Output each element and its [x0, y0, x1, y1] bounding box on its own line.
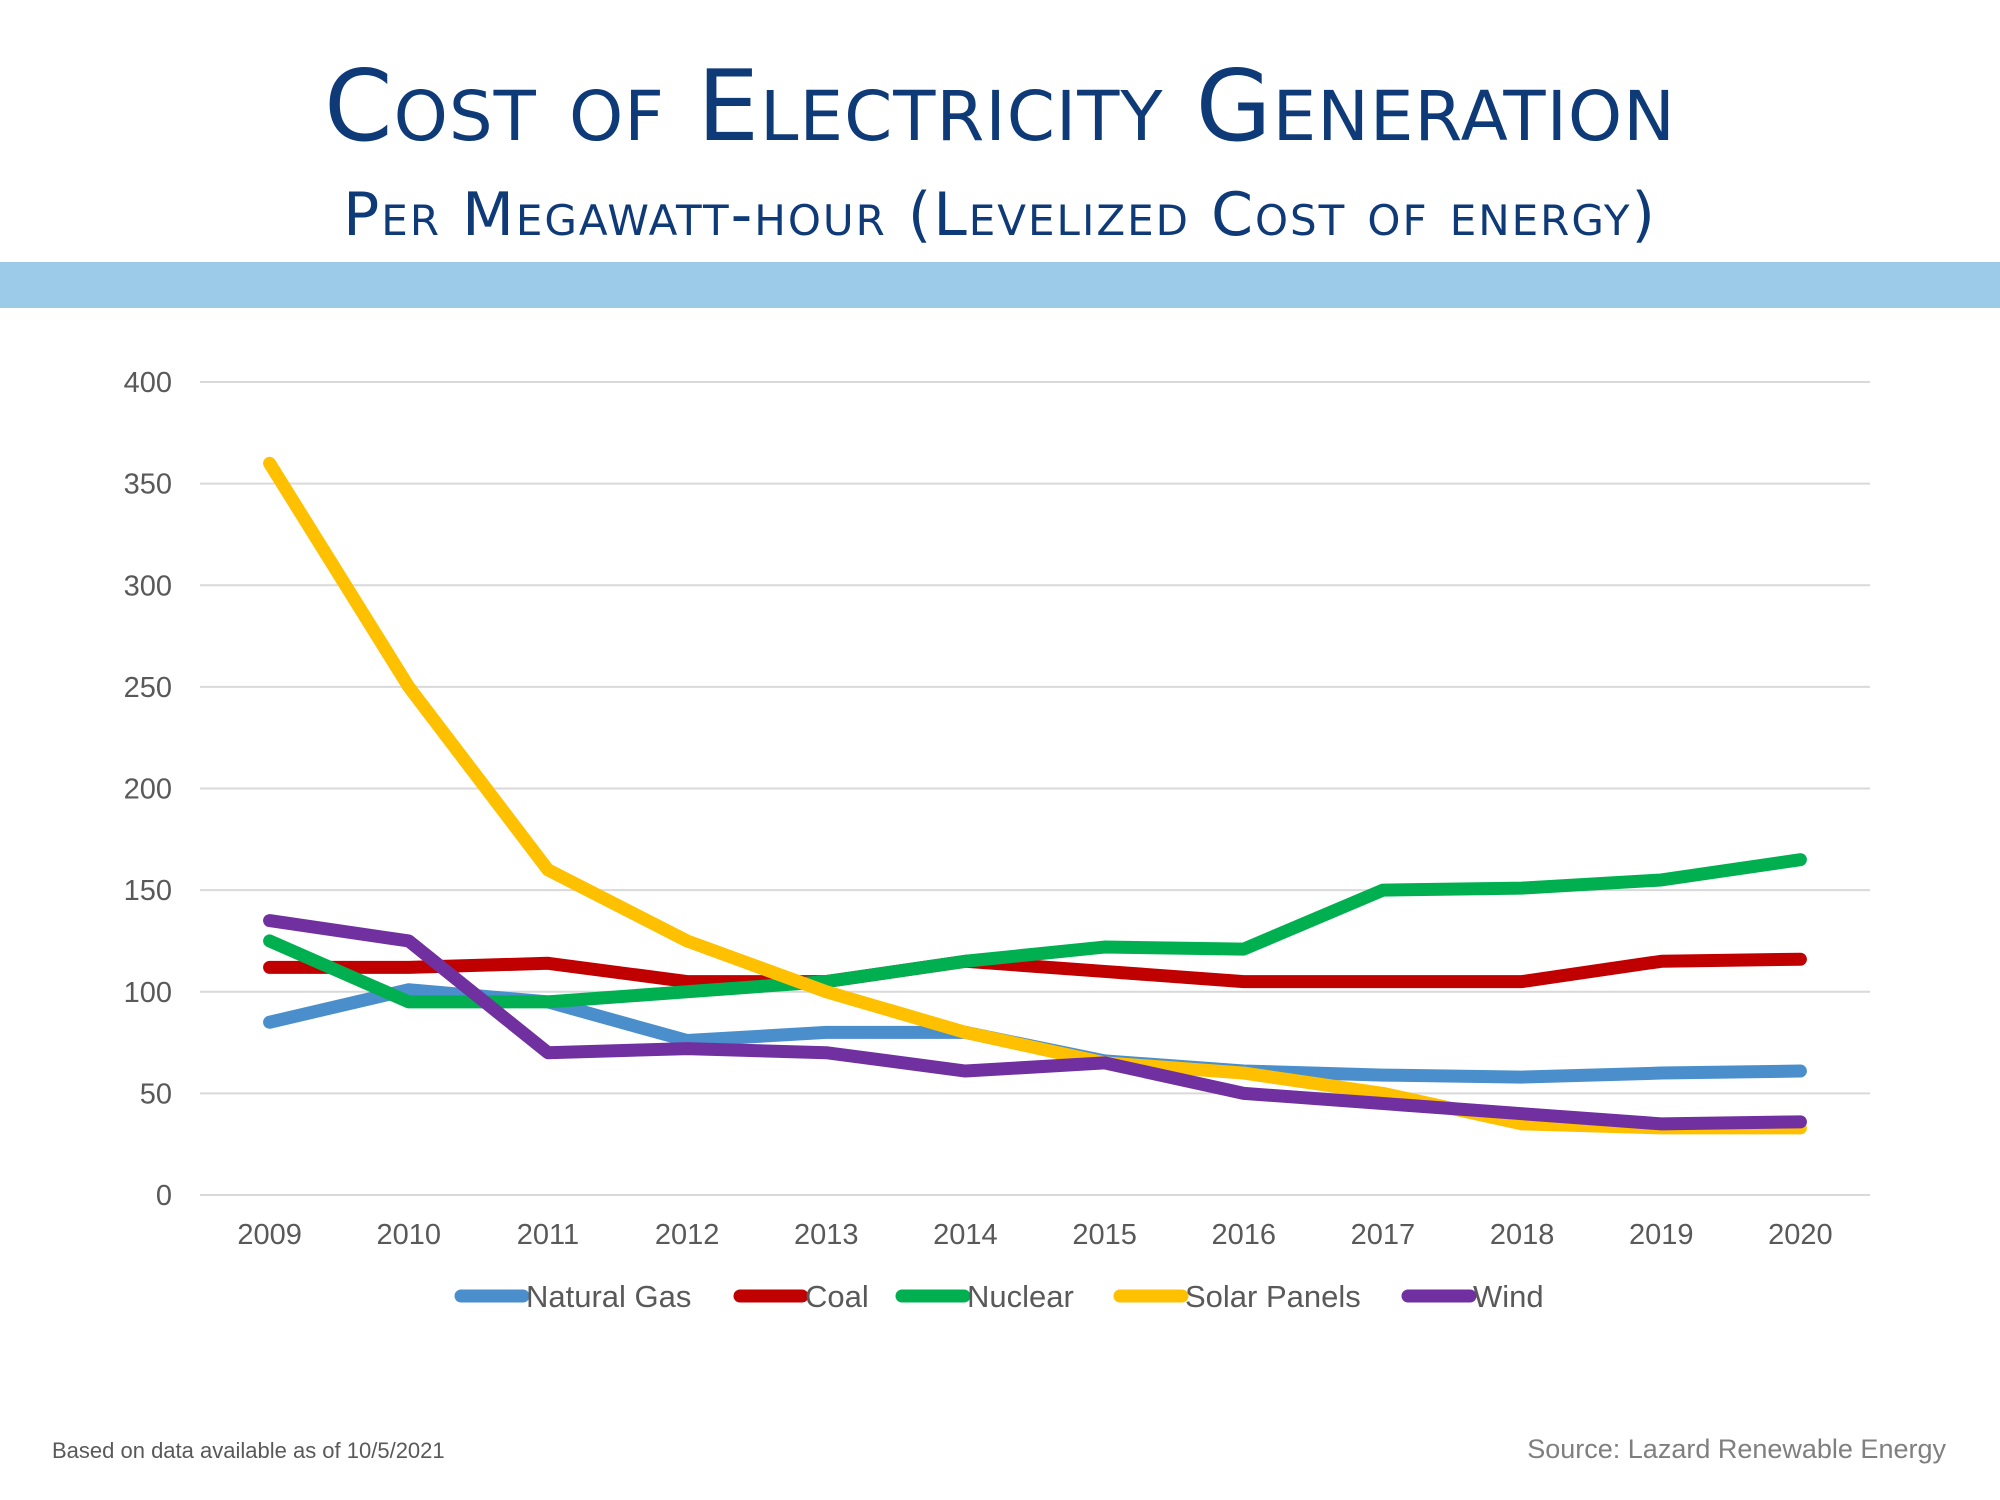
y-tick-label: 250: [124, 672, 172, 704]
y-tick-label: 350: [124, 469, 172, 501]
x-tick-label: 2010: [376, 1219, 441, 1251]
y-axis-tick-labels: 0 50 100 150 200 250 300 350 400: [124, 367, 172, 1212]
x-tick-label: 2014: [933, 1219, 998, 1251]
x-tick-label: 2012: [655, 1219, 720, 1251]
legend-label-wind: Wind: [1473, 1279, 1544, 1314]
series-line-solar-panels: [263, 456, 1807, 1135]
legend-label-nuclear: Nuclear: [967, 1279, 1074, 1314]
y-tick-label: 200: [124, 774, 172, 806]
legend-label-natural-gas: Natural Gas: [526, 1279, 691, 1314]
chart-title: Cost of Electricity Generation: [324, 50, 1676, 164]
x-tick-label: 2015: [1072, 1219, 1137, 1251]
legend-label-solar-panels: Solar Panels: [1185, 1279, 1361, 1314]
x-tick-label: 2020: [1768, 1219, 1833, 1251]
y-tick-label: 150: [124, 875, 172, 907]
series-lines: [263, 456, 1807, 1135]
header-divider-band: [0, 262, 2000, 308]
y-tick-label: 0: [156, 1180, 172, 1212]
series-line-wind: [263, 914, 1807, 1131]
series-line-nuclear: [263, 853, 1807, 1009]
x-tick-label: 2013: [794, 1219, 859, 1251]
x-tick-label: 2011: [517, 1219, 579, 1251]
x-tick-label: 2009: [237, 1219, 302, 1251]
x-axis-tick-labels: 2009 2010 2011 2012 2013 2014 2015 2016 2017 2018…: [237, 1219, 1832, 1251]
source-note: Source: Lazard Renewable Energy: [1527, 1434, 1946, 1464]
series-line-coal: [263, 952, 1807, 989]
x-tick-label: 2018: [1490, 1219, 1555, 1251]
data-date-note: Based on data available as of 10/5/2021: [52, 1438, 445, 1463]
y-tick-label: 300: [124, 570, 172, 602]
legend: Natural Gas Coal Nuclear Solar Panels Wind: [454, 1279, 1544, 1314]
legend-label-coal: Coal: [805, 1279, 869, 1314]
chart-subtitle: Per Megawatt-hour (Levelized Cost of ene…: [343, 180, 1657, 250]
x-tick-label: 2019: [1629, 1219, 1694, 1251]
y-tick-label: 400: [124, 367, 172, 399]
y-tick-label: 50: [140, 1078, 172, 1110]
x-tick-label: 2016: [1211, 1219, 1276, 1251]
x-tick-label: 2017: [1351, 1219, 1416, 1251]
y-tick-label: 100: [124, 977, 172, 1009]
